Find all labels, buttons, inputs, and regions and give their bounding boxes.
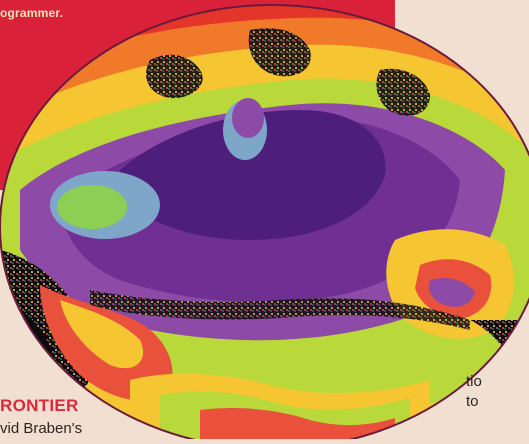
right-column-line: to [466,393,479,410]
right-column-line: tio [466,373,482,390]
right-column-text: tio to [466,372,526,412]
caption-heading: RONTIER [0,396,79,415]
banner-text: ogrammer. [0,6,64,20]
caption-body: vid Braben's [0,420,83,437]
